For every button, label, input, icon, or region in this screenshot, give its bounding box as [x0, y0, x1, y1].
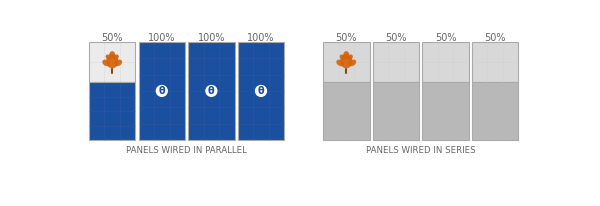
Text: 50%: 50% [484, 33, 506, 43]
Text: 50%: 50% [385, 33, 407, 43]
Text: θ: θ [257, 86, 265, 96]
Bar [89, 42, 136, 82]
Bar [323, 82, 370, 140]
Ellipse shape [340, 54, 352, 68]
Text: θ: θ [158, 86, 165, 96]
Bar [89, 82, 136, 140]
Text: PANELS WIRED IN SERIES: PANELS WIRED IN SERIES [366, 146, 475, 155]
Text: 50%: 50% [101, 33, 123, 43]
Circle shape [157, 85, 167, 96]
Ellipse shape [102, 60, 110, 66]
Bar [139, 42, 185, 140]
Ellipse shape [106, 55, 111, 60]
Ellipse shape [109, 51, 115, 59]
Bar [422, 82, 469, 140]
Bar [188, 42, 235, 140]
Text: 50%: 50% [434, 33, 456, 43]
Bar [422, 42, 469, 82]
Ellipse shape [343, 51, 349, 59]
Bar [323, 42, 370, 82]
Circle shape [256, 85, 266, 96]
Text: 100%: 100% [197, 33, 225, 43]
Ellipse shape [347, 55, 353, 60]
Text: 100%: 100% [247, 33, 275, 43]
Circle shape [206, 85, 217, 96]
Text: θ: θ [208, 86, 215, 96]
Text: 100%: 100% [148, 33, 176, 43]
Bar [472, 42, 518, 82]
Bar [238, 42, 284, 140]
Ellipse shape [348, 60, 356, 66]
Text: 50%: 50% [335, 33, 357, 43]
Ellipse shape [114, 60, 122, 66]
Ellipse shape [337, 60, 344, 66]
Text: PANELS WIRED IN PARALLEL: PANELS WIRED IN PARALLEL [126, 146, 247, 155]
Bar [472, 82, 518, 140]
Ellipse shape [340, 55, 346, 60]
Ellipse shape [106, 54, 118, 68]
Bar [373, 42, 419, 82]
Ellipse shape [113, 55, 119, 60]
Bar [373, 82, 419, 140]
